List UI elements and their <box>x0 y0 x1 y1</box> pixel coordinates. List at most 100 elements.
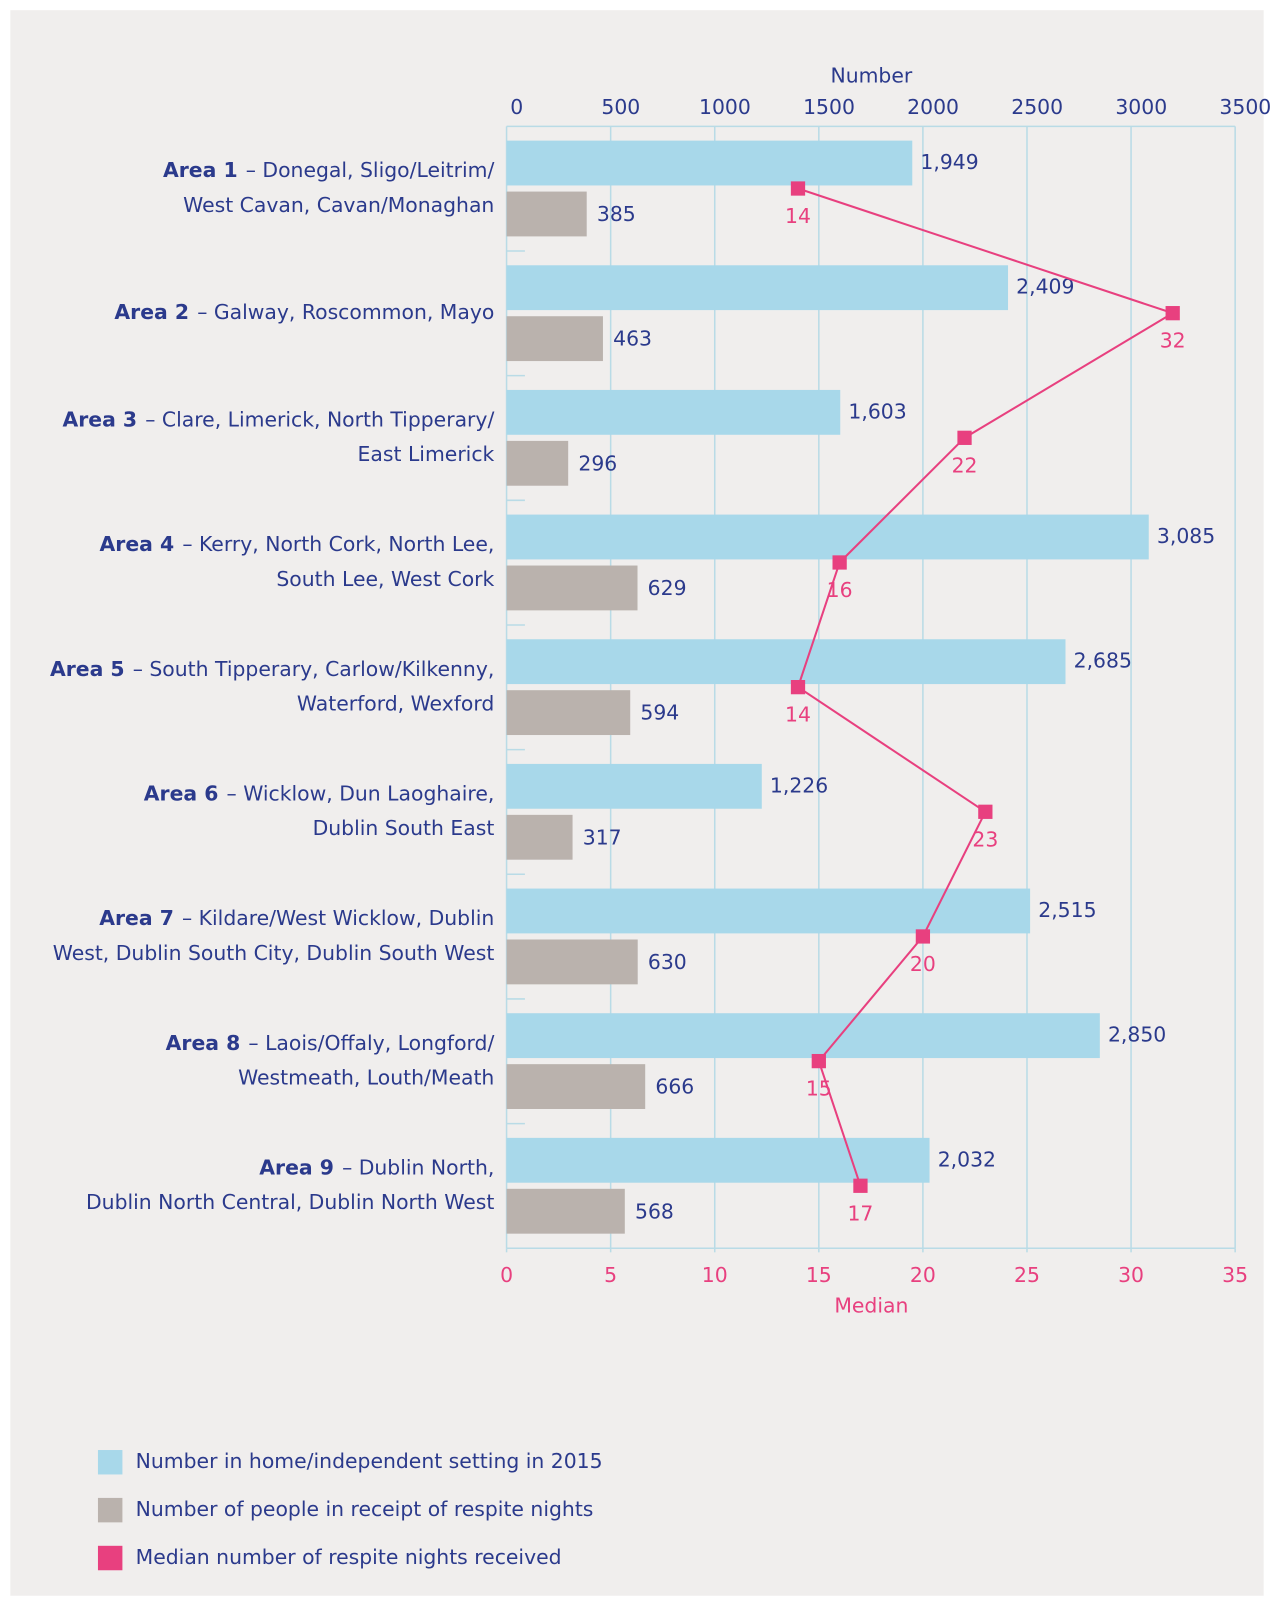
x2-tick-label: 15 <box>806 1263 832 1287</box>
category-detail: – South Tipperary, Carlow/Kilkenny, <box>133 657 495 681</box>
category-label: Area 9 – Dublin North, <box>259 1155 494 1179</box>
value-label: 2,515 <box>1038 898 1096 922</box>
category-name: Area 3 <box>62 408 137 432</box>
category-label: Area 7 – Kildare/West Wicklow, Dublin <box>99 906 494 930</box>
value-label: 629 <box>648 576 687 600</box>
bar <box>506 440 569 486</box>
x2-tick-label: 0 <box>500 1263 513 1287</box>
x-tick-label: 1000 <box>699 95 751 119</box>
line-marker <box>790 680 806 695</box>
value-label: 463 <box>613 327 652 351</box>
category-name: Area 6 <box>144 781 219 805</box>
line-marker <box>957 430 972 445</box>
category-name: Area 1 <box>163 158 238 182</box>
line-marker <box>915 929 931 944</box>
value-label: 3,085 <box>1157 524 1215 548</box>
line-marker <box>790 181 806 196</box>
value-label: 630 <box>648 950 687 974</box>
category-detail: – Clare, Limerick, North Tipperary/ <box>145 408 494 432</box>
bar <box>506 888 1031 934</box>
category-label: Area 1 – Donegal, Sligo/Leitrim/ <box>163 158 494 182</box>
line-value-label: 14 <box>785 204 811 228</box>
legend-swatch <box>97 1497 123 1523</box>
category-detail: – Dublin North, <box>342 1155 494 1179</box>
category-label: Area 6 – Wicklow, Dun Laoghaire, <box>144 781 495 805</box>
category-detail: East Limerick <box>358 442 495 466</box>
category-name: Area 2 <box>114 300 189 324</box>
x2-tick-label: 5 <box>604 1263 617 1287</box>
value-label: 2,850 <box>1108 1023 1166 1047</box>
line-value-label: 16 <box>827 578 853 602</box>
x-axis-label: Number <box>830 63 912 87</box>
x2-axis-label: Median <box>834 1293 908 1317</box>
x2-tick-label: 20 <box>910 1263 936 1287</box>
bar <box>506 1188 625 1234</box>
category-label: Area 5 – South Tipperary, Carlow/Kilkenny… <box>50 657 494 681</box>
legend-label: Number of people in receipt of respite n… <box>136 1497 594 1521</box>
category-name: Area 5 <box>50 657 125 681</box>
x2-tick-label: 10 <box>702 1263 728 1287</box>
value-label: 296 <box>578 451 617 475</box>
bar <box>506 265 1009 311</box>
x2-tick-label: 30 <box>1118 1263 1144 1287</box>
bar <box>506 639 1066 685</box>
value-label: 666 <box>655 1075 694 1099</box>
category-name: Area 8 <box>166 1031 241 1055</box>
line-value-label: 23 <box>972 827 998 851</box>
value-label: 385 <box>597 202 636 226</box>
bar <box>506 1064 646 1109</box>
category-detail: – Laois/Offaly, Longford/ <box>248 1031 494 1055</box>
bar <box>506 939 638 985</box>
category-detail: West, Dublin South City, Dublin South We… <box>53 941 495 965</box>
line-value-label: 15 <box>806 1077 832 1101</box>
category-label: Area 4 – Kerry, North Cork, North Lee, <box>100 532 495 556</box>
value-label: 2,685 <box>1074 649 1132 673</box>
value-label: 1,226 <box>770 773 828 797</box>
value-label: 1,949 <box>920 150 978 174</box>
category-detail: – Kerry, North Cork, North Lee, <box>182 532 494 556</box>
bar <box>506 1137 930 1183</box>
line-marker <box>978 804 993 819</box>
line-value-label: 22 <box>952 453 978 477</box>
value-label: 568 <box>635 1199 674 1223</box>
category-label: Area 3 – Clare, Limerick, North Tipperary… <box>62 408 494 432</box>
value-label: 594 <box>640 701 679 725</box>
bar <box>506 814 573 860</box>
value-label: 1,603 <box>848 399 906 423</box>
value-label: 2,409 <box>1016 275 1074 299</box>
line-marker <box>811 1053 826 1069</box>
category-name: Area 7 <box>99 906 174 930</box>
category-detail: West Cavan, Cavan/Monaghan <box>183 193 494 217</box>
category-label: Area 8 – Laois/Offaly, Longford/ <box>166 1031 495 1055</box>
x-tick-label: 2000 <box>907 95 959 119</box>
category-detail: – Kildare/West Wicklow, Dublin <box>182 906 494 930</box>
value-label: 2,032 <box>938 1147 996 1171</box>
line-marker <box>832 555 847 570</box>
legend-label: Median number of respite nights received <box>136 1545 562 1569</box>
category-detail: South Lee, West Cork <box>276 567 494 591</box>
x-tick-label: 3500 <box>1219 95 1271 119</box>
x-tick-label: 0 <box>510 95 523 119</box>
line-marker <box>853 1178 868 1193</box>
x-tick-label: 500 <box>601 95 640 119</box>
line-value-label: 32 <box>1160 329 1186 353</box>
bar <box>506 690 631 736</box>
line-value-label: 14 <box>785 703 811 727</box>
category-detail: Dublin South East <box>313 816 495 840</box>
x-tick-label: 1500 <box>803 95 855 119</box>
line-value-label: 20 <box>910 952 936 976</box>
bar <box>506 1013 1100 1059</box>
category-detail: – Galway, Roscommon, Mayo <box>197 300 494 324</box>
x-tick-label: 3000 <box>1115 95 1167 119</box>
category-detail: – Wicklow, Dun Laoghaire, <box>227 781 495 805</box>
bar <box>506 565 638 611</box>
category-label: Area 2 – Galway, Roscommon, Mayo <box>114 300 494 324</box>
category-detail: Dublin North Central, Dublin North West <box>86 1190 494 1214</box>
category-name: Area 4 <box>100 532 175 556</box>
x2-tick-label: 25 <box>1014 1263 1040 1287</box>
bar <box>506 191 587 237</box>
line-value-label: 17 <box>847 1201 873 1225</box>
x2-tick-label: 35 <box>1222 1263 1248 1287</box>
